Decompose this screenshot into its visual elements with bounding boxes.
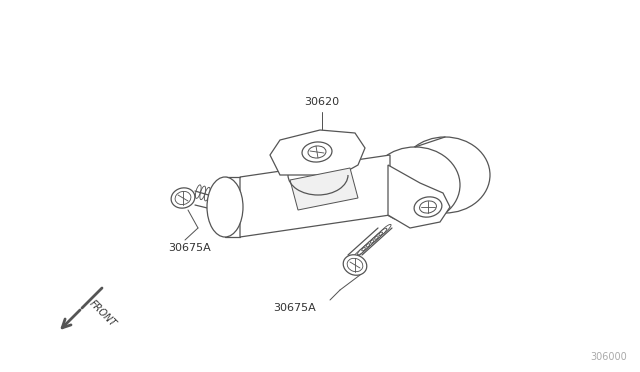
Text: 30620: 30620 [305,97,340,107]
Ellipse shape [400,137,490,213]
Ellipse shape [207,177,243,237]
Text: 306000: 306000 [590,352,627,362]
Text: FRONT: FRONT [87,298,118,328]
Ellipse shape [370,147,460,223]
Polygon shape [240,155,390,237]
Text: 30675A: 30675A [168,243,211,253]
Text: 30675A: 30675A [274,303,316,313]
Polygon shape [270,130,365,175]
Ellipse shape [343,255,367,275]
Ellipse shape [171,188,195,208]
Polygon shape [290,168,358,210]
Polygon shape [388,165,450,228]
